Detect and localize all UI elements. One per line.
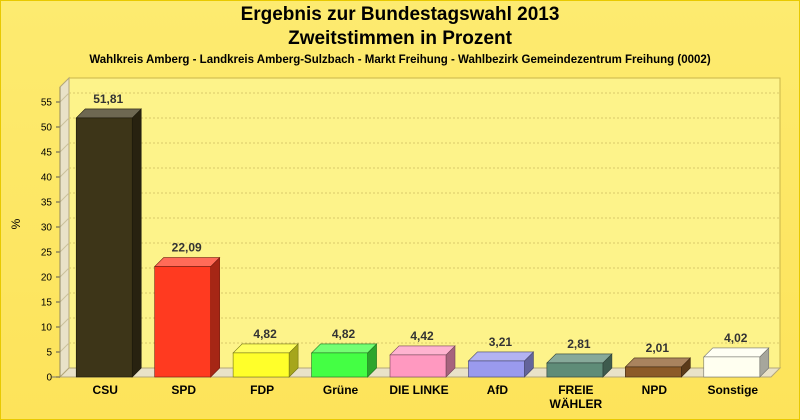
grid-line-side <box>59 267 70 278</box>
grid-line-side <box>59 317 70 328</box>
grid-lines <box>59 92 780 353</box>
grid-line-side <box>59 342 70 353</box>
grid-line-side <box>59 242 70 253</box>
value-label: 4,82 <box>253 327 277 341</box>
value-label: 4,02 <box>724 331 748 345</box>
y-tick-label: 10 <box>41 323 53 334</box>
y-tick-label: 50 <box>41 123 53 134</box>
grid-line-side <box>59 167 70 178</box>
bars <box>75 108 770 378</box>
y-axis-label: % <box>9 218 23 229</box>
chart-title-2: Zweitstimmen in Prozent <box>288 28 512 49</box>
grid-line-side <box>59 92 70 103</box>
bar-front <box>625 366 682 378</box>
grid-line-side <box>59 192 70 203</box>
value-label: 51,81 <box>93 92 123 106</box>
x-tick-label: Grüne <box>323 383 359 397</box>
bar-top <box>310 343 378 354</box>
y-tick-label: 25 <box>41 248 53 259</box>
bar-front <box>154 266 211 378</box>
bar-freie-wähler <box>546 353 613 378</box>
bar-csu <box>75 108 142 378</box>
value-label: 4,42 <box>410 329 434 343</box>
y-tick-label: 5 <box>46 348 52 359</box>
value-label: 3,21 <box>489 335 513 349</box>
value-label: 4,82 <box>332 327 356 341</box>
bar-front <box>703 356 761 378</box>
bar-top <box>75 108 142 119</box>
y-tick-label: 30 <box>41 223 53 234</box>
x-tick-label: DIE LINKE <box>389 383 448 397</box>
bar-top <box>546 353 613 364</box>
plot-background <box>58 76 782 379</box>
value-labels: 51,81 22,09 4,82 4,82 4,42 3,21 2,81 2,01 4,02 <box>93 92 748 355</box>
bar-front <box>75 117 133 378</box>
bar-front <box>311 352 368 378</box>
bar-top <box>703 347 770 358</box>
chart-title: Ergebnis zur Bundestagswahl 2013 <box>240 4 560 25</box>
value-label: 22,09 <box>172 241 202 255</box>
grid-line-side <box>59 292 70 303</box>
bar-top <box>389 345 456 356</box>
bar-front <box>468 360 525 378</box>
bar-front <box>546 362 604 378</box>
x-tick-label: CSU <box>93 383 118 397</box>
y-tick-label: 40 <box>41 173 53 184</box>
bar-sonstige <box>703 347 770 378</box>
y-tick-label: 55 <box>41 98 53 109</box>
y-tick-label: 35 <box>41 198 53 209</box>
bar-side <box>210 256 220 378</box>
x-tick-label: FREIE WÄHLER <box>550 383 603 411</box>
x-tick-label: Sonstige <box>707 383 758 397</box>
y-tick-label: 45 <box>41 148 53 159</box>
bar-top <box>624 357 692 368</box>
y-tick-label: 0 <box>46 373 52 384</box>
x-tick-label: FDP <box>250 383 274 397</box>
bar-side <box>131 108 142 378</box>
bar-front <box>232 352 290 378</box>
bar-grüne <box>310 343 378 378</box>
x-tick-label: NPD <box>642 383 668 397</box>
grid-line-side <box>59 142 70 153</box>
bar-top <box>467 351 535 362</box>
x-tick-label: AfD <box>487 383 509 397</box>
bar-spd <box>153 256 221 378</box>
value-label: 2,01 <box>646 341 670 355</box>
bar-top <box>153 257 221 267</box>
grid-line-side <box>59 217 70 228</box>
y-tick-label: 20 <box>41 273 53 284</box>
y-tick-label: 15 <box>41 298 53 309</box>
chart-subtitle: Wahlkreis Amberg - Landkreis Amberg-Sulz… <box>89 54 711 66</box>
grid-line-side <box>59 117 70 128</box>
x-axis: CSU SPD FDP Grüne DIE LINKE AfD FREIE WÄHLER NPD… <box>93 383 759 411</box>
bar-die-linke <box>389 345 456 378</box>
bar-npd <box>624 357 692 378</box>
bar-top <box>232 343 299 354</box>
y-axis: 0 5 10 15 20 25 30 35 40 45 50 55 <box>41 87 61 384</box>
bar-front <box>389 354 447 378</box>
bar-afd <box>467 351 535 378</box>
bar-fdp <box>232 343 299 378</box>
value-label: 2,81 <box>567 337 591 351</box>
x-tick-label: SPD <box>171 383 196 397</box>
